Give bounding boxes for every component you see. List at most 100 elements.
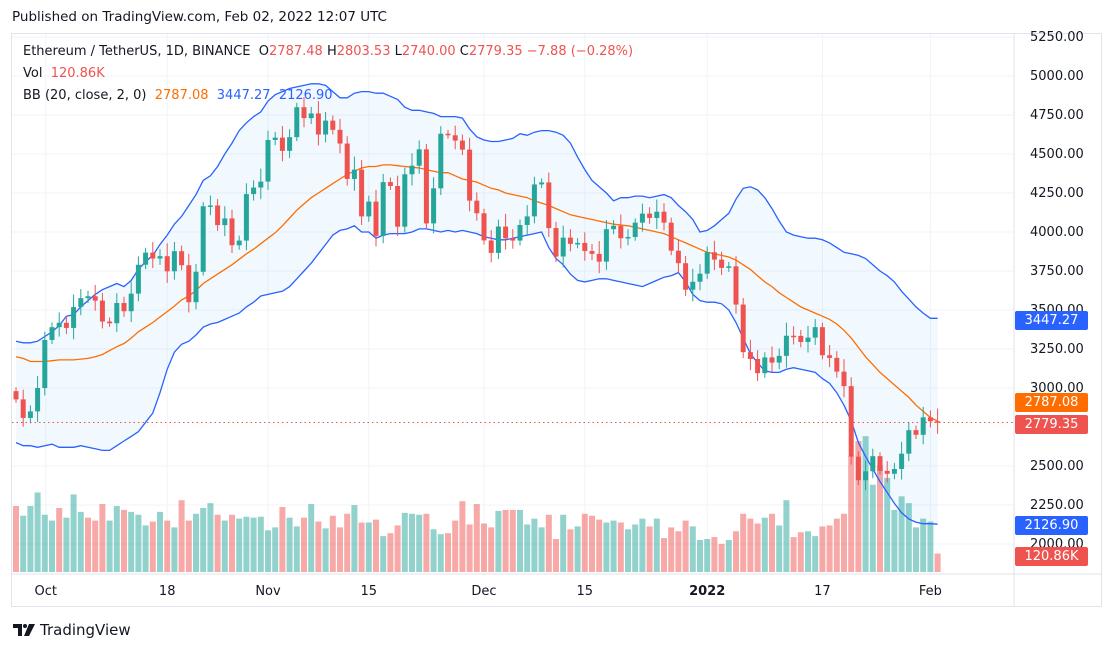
candle-body [416, 149, 422, 166]
candle-body [85, 296, 91, 299]
candle-body [841, 371, 847, 387]
candle-body [927, 417, 933, 422]
time-axis: Oct 18 Nov 15 Dec 15 2022 17 Feb [35, 584, 942, 599]
volume-bar [812, 536, 819, 572]
candle-body [243, 194, 249, 241]
legend-ohlc: Ethereum / TetherUS, 1D, BINANCE O2787.4… [23, 44, 633, 59]
volume-bar [41, 514, 48, 572]
volume-bar [113, 506, 120, 572]
volume-bar [157, 511, 163, 572]
volume-bar [790, 537, 797, 572]
candle-body [575, 242, 581, 245]
y-tick-label: 5250.00 [1030, 30, 1084, 45]
volume-bar [617, 522, 624, 572]
candle-body [63, 322, 69, 328]
candle-body [308, 113, 314, 119]
candle-body [827, 355, 833, 358]
volume-bar [560, 514, 567, 572]
candle-body [186, 265, 192, 303]
candle-body [863, 471, 869, 481]
candle-body [337, 129, 343, 144]
y-tick-label: 4500.00 [1030, 147, 1084, 162]
volume-bar [862, 436, 869, 572]
close-label: C [459, 44, 469, 59]
volume-price-tag: 120.86K [1015, 547, 1088, 566]
candle-body [546, 182, 552, 229]
candle-body [618, 225, 624, 239]
last-price-tag: 2779.35 [1015, 415, 1088, 434]
candle-body [114, 302, 120, 324]
x-tick-label: 15 [577, 584, 594, 599]
candles [13, 97, 941, 491]
volume-bar [495, 510, 502, 572]
candle-body [632, 222, 638, 237]
candle-body [452, 135, 458, 141]
x-tick-label: Feb [919, 584, 942, 599]
candle-body [776, 355, 782, 363]
tradingview-logo[interactable]: TradingView [13, 621, 131, 639]
volume-bar [725, 539, 732, 572]
volume-bar [243, 516, 250, 572]
volume-bar [193, 513, 199, 572]
volume-bar [337, 527, 343, 572]
candle-body [445, 133, 451, 136]
low-value: 2740.00 [401, 44, 456, 59]
volume-bar [697, 539, 703, 572]
volume-bars [13, 436, 941, 572]
volume-bar [639, 518, 646, 572]
candle-body [279, 137, 285, 151]
candle-body [431, 188, 437, 224]
volume-bar [34, 492, 41, 572]
volume-bar [661, 538, 667, 572]
upper-band-price-tag: 3447.27 [1015, 311, 1088, 330]
x-tick-label: Oct [35, 584, 57, 599]
volume-bar [855, 441, 862, 572]
volume-bar [740, 513, 747, 572]
volume-bar [913, 527, 919, 572]
volume-bar [898, 496, 905, 572]
candle-body [625, 236, 631, 239]
volume-bar [250, 517, 257, 572]
bollinger-upper-line [15, 83, 938, 344]
candle-body [704, 252, 710, 274]
candle-body [150, 252, 156, 259]
candle-body [121, 302, 127, 312]
candle-body [762, 357, 768, 374]
candle-body [373, 201, 379, 236]
candle-body [812, 327, 818, 338]
candle-body [265, 139, 271, 182]
volume-bar [214, 514, 221, 572]
bb-upper-value: 3447.27 [216, 88, 271, 103]
y-tick-label: 2500.00 [1030, 459, 1084, 474]
candle-body [582, 242, 588, 252]
volume-bar [423, 513, 430, 572]
candle-body [157, 256, 163, 259]
y-tick-label: 3000.00 [1030, 381, 1084, 396]
candle-body [870, 456, 876, 472]
volume-bar [747, 518, 754, 572]
volume-bar [49, 520, 55, 572]
volume-bar [574, 526, 581, 572]
volume-bar [905, 503, 912, 572]
legend-bollinger: BB (20, close, 2, 0) 2787.08 3447.27 212… [23, 88, 333, 103]
candle-body [56, 322, 62, 328]
volume-bar [488, 527, 495, 572]
candle-body [409, 165, 415, 175]
candle-body [272, 137, 278, 140]
candle-body [164, 256, 170, 272]
volume-bar [279, 507, 286, 572]
volume-bar [517, 509, 523, 572]
candle-body [236, 240, 242, 246]
candle-body [323, 120, 329, 135]
bollinger-band-fill [16, 83, 938, 525]
candle-body [229, 218, 235, 246]
candle-body [423, 149, 429, 224]
volume-bar [373, 519, 379, 572]
candle-body [834, 357, 840, 372]
volume-bar [704, 539, 711, 572]
candle-body [899, 453, 905, 469]
volume-bar [358, 522, 365, 572]
candle-body [359, 169, 365, 217]
candle-body [690, 281, 696, 290]
